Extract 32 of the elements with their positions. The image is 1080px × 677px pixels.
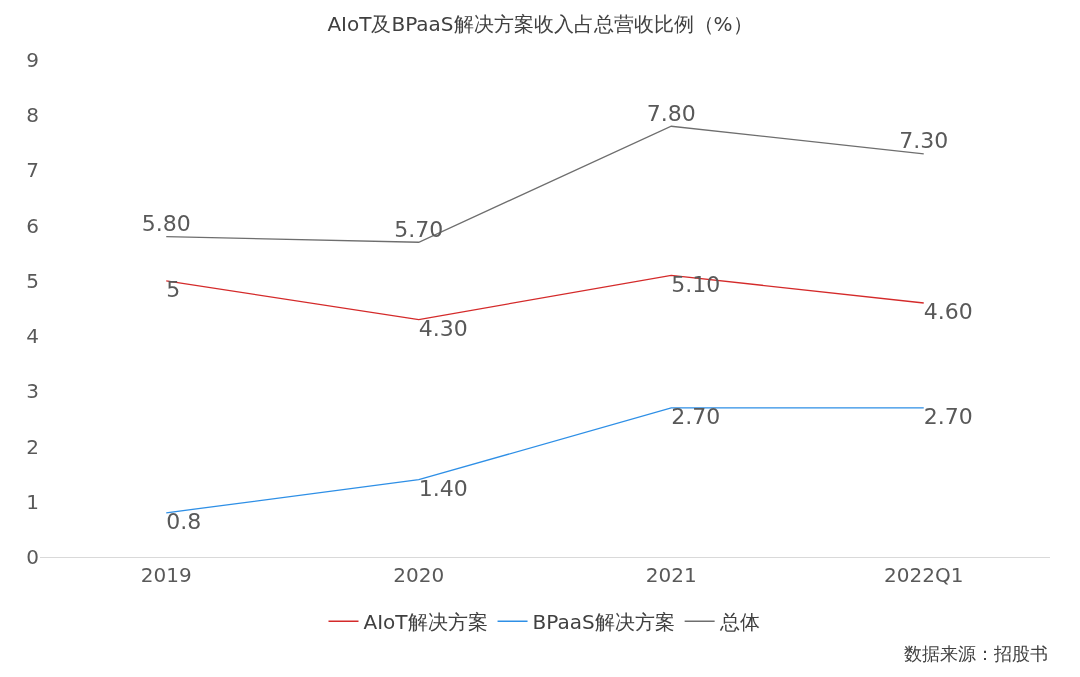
- legend-label: 总体: [718, 610, 760, 635]
- chart-title: AIoT及BPaaS解决方案收入占总营收比例（%）: [327, 11, 753, 36]
- data-label: 5.10: [671, 271, 721, 297]
- y-tick-label: 8: [26, 103, 39, 128]
- data-label: 7.80: [646, 100, 696, 126]
- x-tick-label: 2020: [393, 563, 445, 587]
- y-tick-label: 5: [26, 268, 39, 293]
- data-label: 5.80: [141, 211, 191, 237]
- data-label: 5.70: [394, 216, 444, 242]
- data-label: 2.70: [671, 404, 721, 430]
- y-tick-label: 0: [26, 545, 39, 569]
- x-tick-label: 2021: [645, 563, 697, 587]
- y-tick-label: 2: [26, 434, 39, 459]
- data-label: 1.40: [418, 476, 468, 502]
- data-label: 5: [166, 277, 181, 303]
- y-tick-label: 6: [26, 213, 39, 238]
- data-label: 4.60: [923, 299, 973, 325]
- y-tick-label: 7: [26, 158, 39, 183]
- legend-label: AIoT解决方案: [363, 610, 488, 635]
- line-series: [165, 274, 925, 321]
- x-tick-label: 2019: [140, 563, 192, 587]
- y-tick-label: 1: [26, 489, 39, 514]
- data-label: 0.8: [166, 509, 202, 535]
- legend-label: BPaaS解决方案: [532, 610, 675, 635]
- data-label: 2.70: [923, 404, 973, 430]
- y-tick-label: 3: [26, 379, 39, 404]
- source-note: 数据来源：招股书: [904, 643, 1048, 664]
- data-label: 7.30: [899, 128, 949, 154]
- data-label: 4.30: [418, 316, 468, 342]
- x-tick-label: 2022Q1: [884, 563, 964, 587]
- y-tick-label: 9: [26, 48, 39, 72]
- y-tick-label: 4: [26, 324, 39, 349]
